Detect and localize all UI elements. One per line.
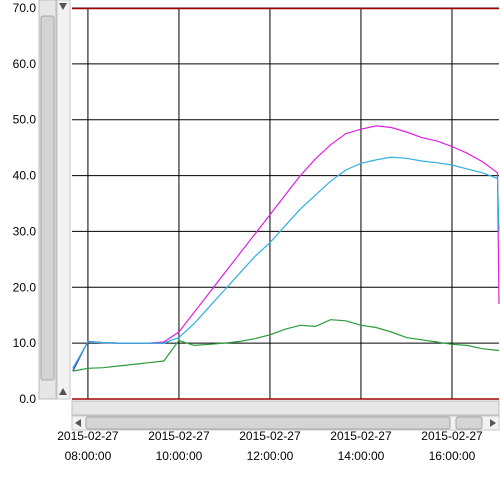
scroll-track [56, 0, 71, 400]
x-tick-label: 2015-02-27 08:00:00 [57, 429, 119, 463]
lines [72, 125, 500, 372]
scroll-thumb[interactable] [40, 15, 55, 381]
series-line [72, 319, 499, 372]
x-tick-label: 2015-02-27 10:00:00 [148, 429, 210, 463]
horizontal-scrollbar[interactable] [71, 400, 500, 416]
y-tick-label: 40.0 [13, 169, 37, 183]
y-tick-label: 20.0 [13, 280, 37, 294]
x-tick-label: 2015-02-27 16:00:00 [421, 429, 483, 463]
y-tick-label: 10.0 [13, 336, 37, 350]
x-tick-label: 2015-02-27 12:00:00 [239, 429, 301, 463]
scroll-down-arrow[interactable] [59, 388, 67, 395]
horizontal-scroll-thumb[interactable] [85, 416, 451, 430]
y-tick-label: 50.0 [13, 113, 37, 127]
y-tick-label: 30.0 [13, 224, 37, 238]
y-tick-label: 60.0 [13, 57, 37, 71]
y-tick-label: 0.0 [19, 392, 36, 406]
scroll-right-arrow[interactable] [490, 419, 496, 427]
series-line [72, 156, 500, 369]
scroll-up-arrow[interactable] [59, 3, 67, 10]
y-tick-label: 70.0 [13, 1, 37, 15]
scroll-left-arrow[interactable] [75, 419, 81, 427]
x-tick-label: 2015-02-27 14:00:00 [330, 429, 392, 463]
range-handle[interactable] [455, 416, 483, 430]
